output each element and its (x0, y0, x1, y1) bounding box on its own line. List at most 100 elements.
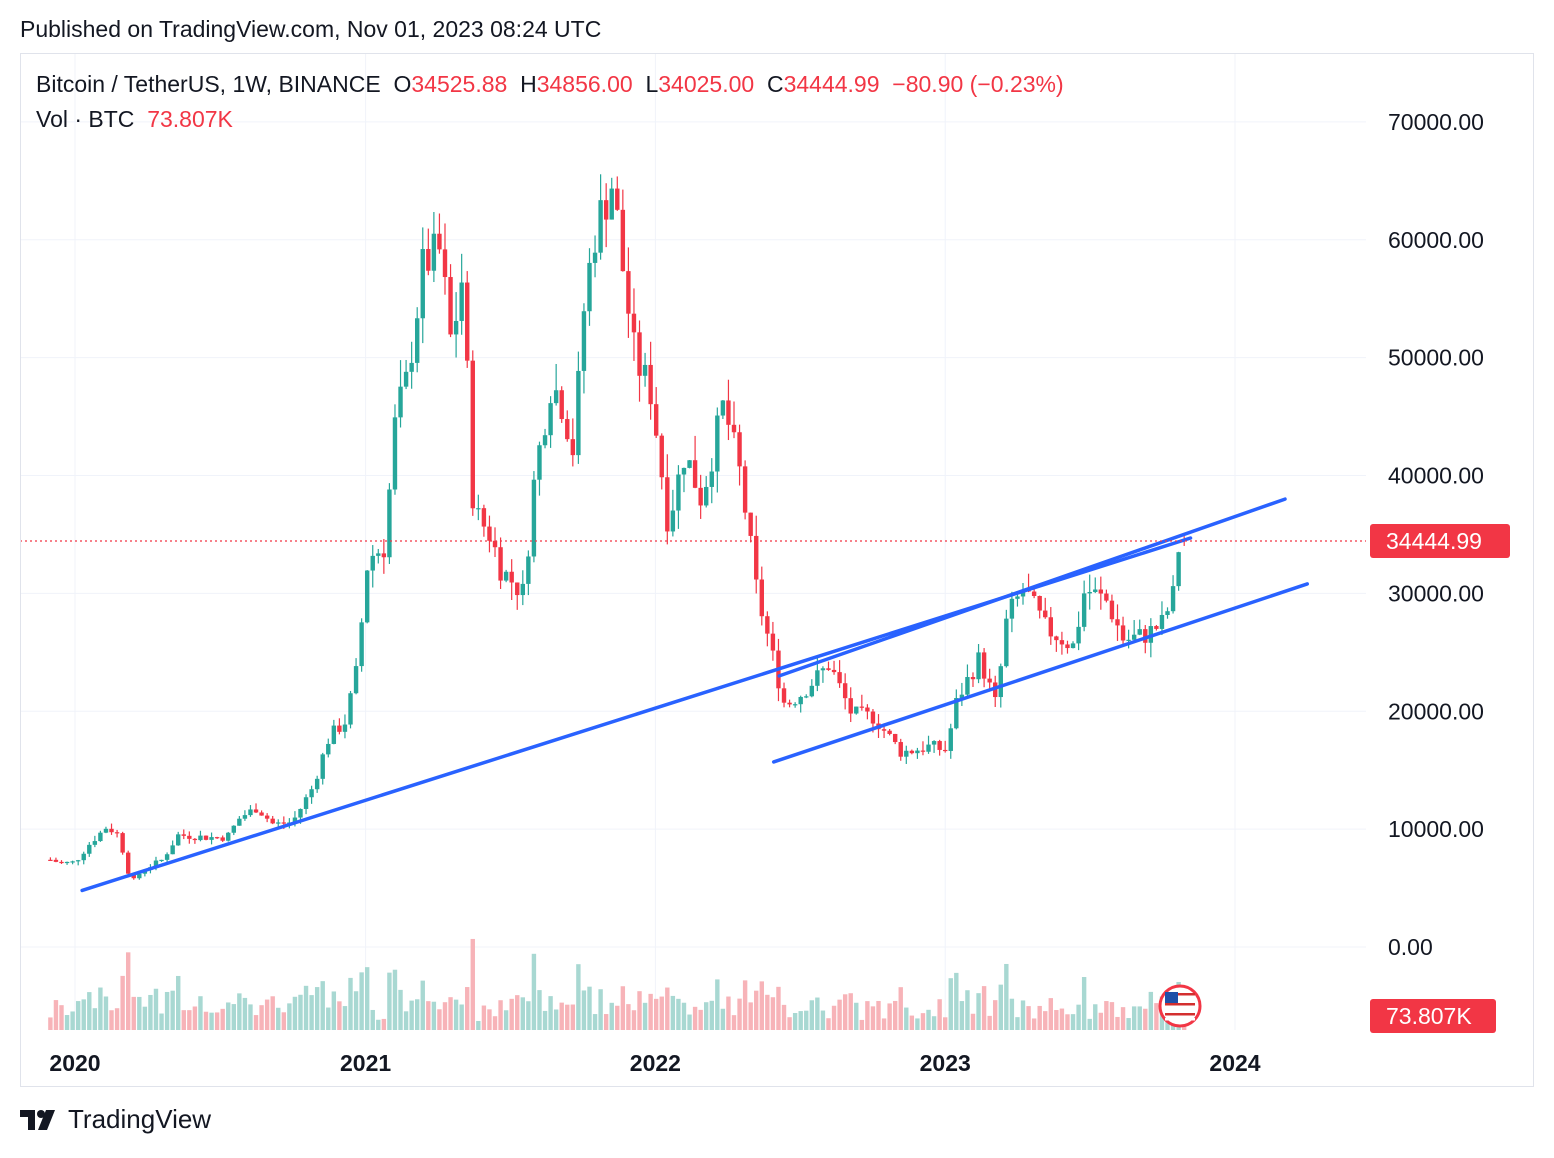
candle-body (226, 832, 231, 841)
candle-body (448, 277, 453, 335)
candle-body (487, 526, 492, 541)
candle-body (314, 778, 320, 790)
candle-body (53, 859, 59, 862)
candle-body (1165, 611, 1170, 615)
candle-body (837, 672, 842, 684)
candle-body (1170, 586, 1176, 612)
candle-body (1120, 625, 1126, 641)
volume-bar (870, 1006, 876, 1030)
us-flag-event-icon[interactable] (1158, 984, 1202, 1028)
volume-bar (320, 981, 325, 1030)
volume-bar (954, 972, 959, 1030)
candle-body (798, 696, 803, 705)
price-axis-label: 60000.00 (1388, 227, 1484, 253)
candle-body (748, 512, 753, 536)
volume-bar (492, 1016, 498, 1030)
volume-bar (1093, 1004, 1098, 1030)
candle-body (620, 209, 626, 272)
volume-bar (637, 991, 642, 1030)
volume-bar (892, 1000, 898, 1030)
candle-body (765, 616, 770, 634)
candle-body (481, 508, 487, 527)
volume-bar (87, 992, 92, 1030)
volume-bar (648, 993, 653, 1030)
candle-body (642, 364, 648, 376)
volume-bar (420, 980, 425, 1030)
footer-brand: TradingView (20, 1104, 211, 1135)
candle-body (1154, 626, 1159, 629)
volume-bar (1031, 1018, 1037, 1030)
volume-bar (942, 1017, 948, 1030)
volume-label[interactable]: Vol · BTC (36, 106, 135, 132)
candle-body (159, 859, 164, 862)
volume-bar (198, 996, 203, 1030)
volume-bar (704, 1002, 709, 1030)
volume-bar (976, 993, 981, 1030)
trendline-channel-lower[interactable] (771, 582, 1310, 764)
low-label: L (645, 71, 659, 97)
candle-body (976, 652, 981, 680)
candle-body (1098, 589, 1104, 594)
candle-body (737, 432, 742, 467)
volume-bar (748, 1002, 753, 1030)
symbol-title[interactable]: Bitcoin / TetherUS, 1W, BINANCE (36, 71, 381, 97)
volume-bar (465, 987, 470, 1030)
candle-body (1176, 552, 1181, 587)
candle-body (253, 809, 259, 813)
candle-body (131, 873, 136, 879)
volume-bar (264, 999, 270, 1030)
volume-bar (970, 1013, 976, 1030)
volume-bar (248, 1004, 253, 1030)
candle-body (353, 666, 359, 694)
volume-bar (381, 1018, 387, 1030)
volume-bar (692, 1006, 698, 1030)
volume-bar (854, 1002, 859, 1030)
candle-body (465, 282, 470, 361)
volume-bar (81, 999, 86, 1030)
volume-bar (804, 1010, 809, 1030)
volume-bar (542, 1010, 548, 1030)
candle-body (770, 633, 776, 651)
candle-body (948, 728, 953, 751)
volume-bar (142, 1006, 148, 1030)
volume-bar (242, 997, 248, 1030)
volume-bar (837, 999, 842, 1030)
volume-bar (531, 953, 537, 1030)
volume-bar (581, 990, 587, 1030)
volume-bar (137, 996, 142, 1030)
candle-body (276, 822, 281, 824)
candle-body (1004, 618, 1009, 667)
candle-body (376, 553, 381, 556)
candle-body (965, 677, 970, 695)
open-value: 34525.88 (411, 71, 508, 97)
candle-body (342, 724, 348, 732)
volume-bar (937, 999, 942, 1030)
volume-bar (326, 1007, 331, 1030)
candle-body (181, 834, 186, 836)
candle-body (665, 477, 670, 532)
volume-bar (931, 1016, 937, 1030)
volume-bar (309, 995, 314, 1030)
candle-body (731, 424, 737, 433)
volume-bar (659, 996, 664, 1030)
volume-bar (726, 996, 731, 1030)
last-volume-badge (1370, 999, 1496, 1033)
candle-body (1104, 593, 1109, 601)
candle-body (892, 733, 898, 743)
candle-body (1009, 598, 1015, 619)
candle-body (81, 853, 86, 861)
candle-body (715, 415, 720, 472)
volume-bar (392, 969, 398, 1030)
candle-body (320, 754, 325, 779)
trendline-channel-upper[interactable] (777, 497, 1287, 678)
candle-body (1070, 643, 1076, 649)
candle-body (392, 417, 398, 490)
price-axis-label: 40000.00 (1388, 463, 1484, 489)
volume-bar (214, 1012, 220, 1030)
candle-body (904, 750, 909, 757)
candle-body (264, 815, 270, 819)
price-axis-label: 50000.00 (1388, 345, 1484, 371)
candle-body (231, 825, 236, 833)
price-axis-label: 10000.00 (1388, 816, 1484, 842)
